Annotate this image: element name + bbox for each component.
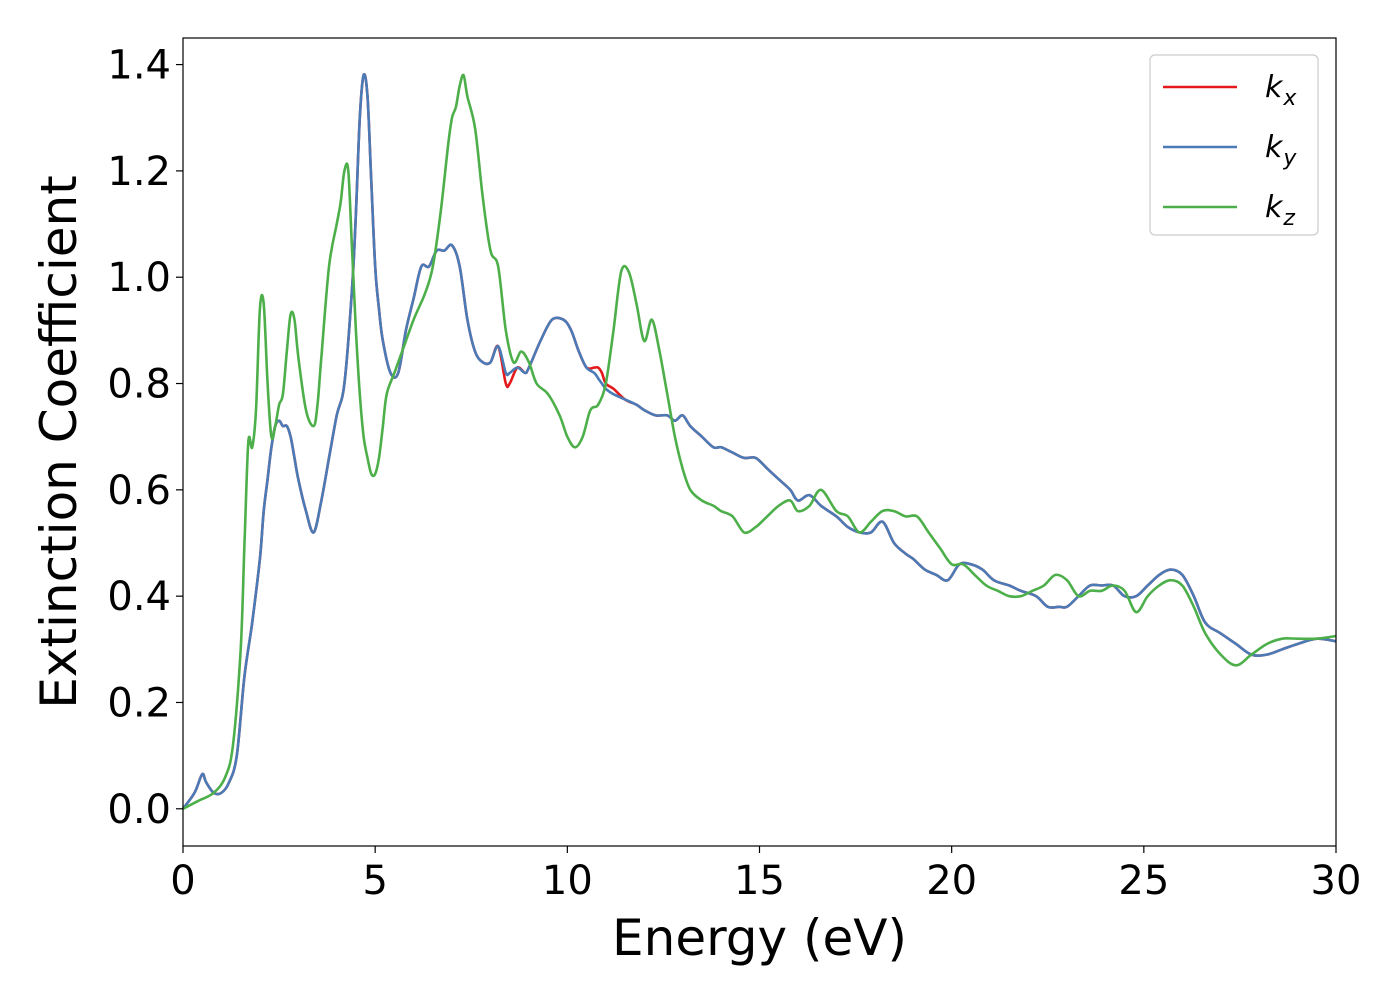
y-tick-label: 0.0 — [107, 787, 171, 833]
x-tick-label: 30 — [1311, 858, 1362, 904]
x-tick-label: 0 — [170, 858, 195, 904]
y-tick-label: 0.8 — [107, 362, 171, 408]
y-tick-label: 0.4 — [107, 574, 171, 620]
x-axis-label: Energy (eV) — [612, 909, 907, 967]
x-tick-label: 5 — [362, 858, 387, 904]
x-tick-label: 10 — [542, 858, 593, 904]
y-axis-label: Extinction Coefficient — [30, 175, 88, 709]
y-axis: 0.0 0.2 0.4 0.6 0.8 1.0 1.2 1.4 — [107, 43, 183, 833]
legend-box — [1149, 54, 1319, 236]
legend-label-y: ky — [1265, 130, 1297, 171]
series-line-z — [182, 73, 1337, 810]
x-axis: 0 5 10 15 20 25 30 — [170, 846, 1361, 904]
y-tick-label: 1.2 — [107, 149, 171, 195]
plot-background — [183, 38, 1336, 846]
x-tick-label: 20 — [926, 858, 977, 904]
y-tick-label: 0.6 — [107, 468, 171, 514]
x-tick-label: 25 — [1118, 858, 1169, 904]
series-line-y — [181, 73, 1337, 810]
y-tick-label: 1.0 — [107, 255, 171, 301]
x-tick-label: 15 — [734, 858, 785, 904]
y-tick-label: 0.2 — [107, 680, 171, 726]
y-tick-label: 1.4 — [107, 43, 171, 89]
series-layer — [181, 73, 1337, 810]
